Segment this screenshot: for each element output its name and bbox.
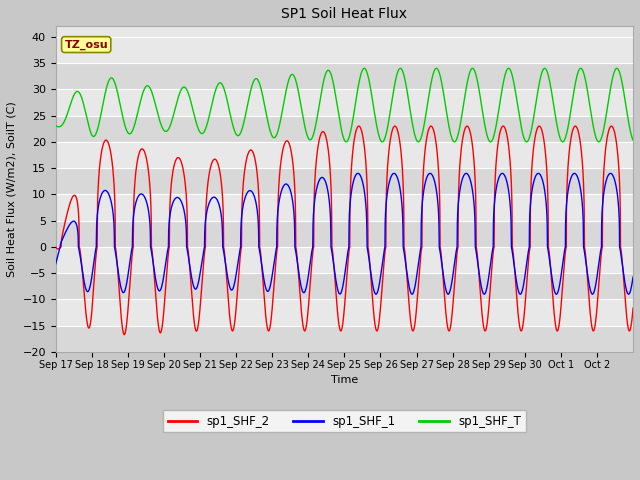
Bar: [56, 300, 633, 326]
Y-axis label: Soil Heat Flux (W/m2), SoilT (C): Soil Heat Flux (W/m2), SoilT (C): [7, 101, 17, 277]
Bar: [56, 326, 633, 352]
Legend: sp1_SHF_2, sp1_SHF_1, sp1_SHF_T: sp1_SHF_2, sp1_SHF_1, sp1_SHF_T: [163, 410, 525, 432]
Text: TZ_osu: TZ_osu: [65, 39, 108, 50]
Bar: [56, 194, 633, 221]
Bar: [56, 221, 633, 247]
Bar: [56, 168, 633, 194]
X-axis label: Time: Time: [331, 375, 358, 385]
Bar: [56, 247, 633, 273]
Bar: [56, 142, 633, 168]
Bar: [56, 63, 633, 89]
Bar: [56, 116, 633, 142]
Bar: [56, 37, 633, 63]
Title: SP1 Soil Heat Flux: SP1 Soil Heat Flux: [282, 7, 408, 21]
Bar: [56, 273, 633, 300]
Bar: [56, 89, 633, 116]
